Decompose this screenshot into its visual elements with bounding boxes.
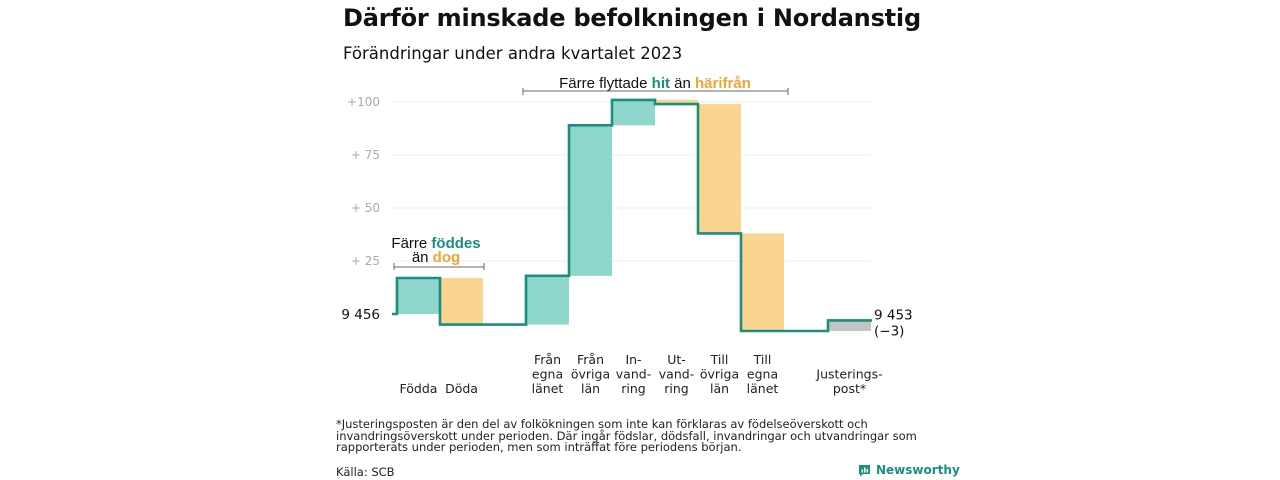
bar: [440, 277, 483, 325]
category-label: egna: [747, 367, 778, 382]
waterfall-chart: + 25+ 50+ 75+100 Födda DödaFrånegnalänetF…: [341, 75, 913, 396]
births-annotation-line2: än dog: [412, 249, 460, 266]
bar: [698, 104, 741, 234]
footnote: *Justeringsposten är den del av folkökni…: [336, 417, 917, 454]
start-value-label: 9 456: [341, 307, 380, 323]
migration-annotation: Färre flyttade hit än härifrån: [522, 75, 789, 95]
bar: [569, 125, 612, 276]
category-label: övriga: [571, 367, 610, 382]
category-label: övriga: [700, 367, 739, 382]
births-bracket: [393, 263, 485, 270]
category-label: län: [710, 381, 729, 396]
category-labels: Födda DödaFrånegnalänetFrånövrigalänIn-va…: [400, 352, 883, 396]
bar: [741, 233, 784, 331]
category-label: ring: [621, 381, 645, 396]
chart-title: Därför minskade befolkningen i Nordansti…: [343, 4, 921, 32]
births-annotation-line1: Färre föddes: [391, 235, 480, 252]
cumulative-step-line: [392, 98, 872, 333]
y-tick-label: + 50: [351, 201, 380, 215]
births-annotation: Färre föddes än dog: [391, 235, 485, 270]
brand-logo: Newsworthy: [858, 463, 960, 477]
category-label: länet: [747, 381, 779, 396]
migration-bracket: [522, 88, 789, 95]
newsworthy-logo-icon: [859, 464, 870, 476]
category-label: Från: [534, 352, 561, 367]
brand-name: Newsworthy: [876, 463, 960, 477]
category-label: län: [581, 381, 600, 396]
bar: [397, 277, 440, 314]
y-tick-label: + 75: [351, 148, 380, 162]
category-label: Justerings-: [815, 367, 882, 382]
category-label: Ut-: [667, 352, 686, 367]
bar: [828, 320, 871, 331]
bar: [612, 99, 655, 126]
category-label: Från: [577, 352, 604, 367]
end-value-label: 9 453: [874, 307, 913, 323]
bars: [397, 99, 871, 331]
end-change-label: (−3): [874, 323, 904, 339]
category-label: vand-: [616, 367, 651, 382]
migration-annotation-text: Färre flyttade hit än härifrån: [559, 75, 751, 92]
category-label: Till: [753, 352, 772, 367]
category-label: Till: [710, 352, 729, 367]
category-label: post*: [833, 381, 866, 396]
gridlines: [392, 101, 870, 262]
y-tick-label: + 25: [351, 254, 380, 268]
bar: [655, 99, 698, 105]
category-label: Döda: [445, 381, 478, 396]
category-label: In-: [625, 352, 641, 367]
category-label: ring: [664, 381, 688, 396]
bar: [526, 275, 569, 325]
source-label: Källa: SCB: [336, 465, 395, 479]
category-label: länet: [532, 381, 564, 396]
y-tick-labels: + 25 + 50 + 75 +100: [347, 95, 380, 268]
category-label: Födda: [400, 381, 438, 396]
category-label: vand-: [659, 367, 694, 382]
chart-subtitle: Förändringar under andra kvartalet 2023: [343, 44, 683, 63]
category-label: egna: [532, 367, 563, 382]
y-tick-label: +100: [347, 95, 380, 109]
